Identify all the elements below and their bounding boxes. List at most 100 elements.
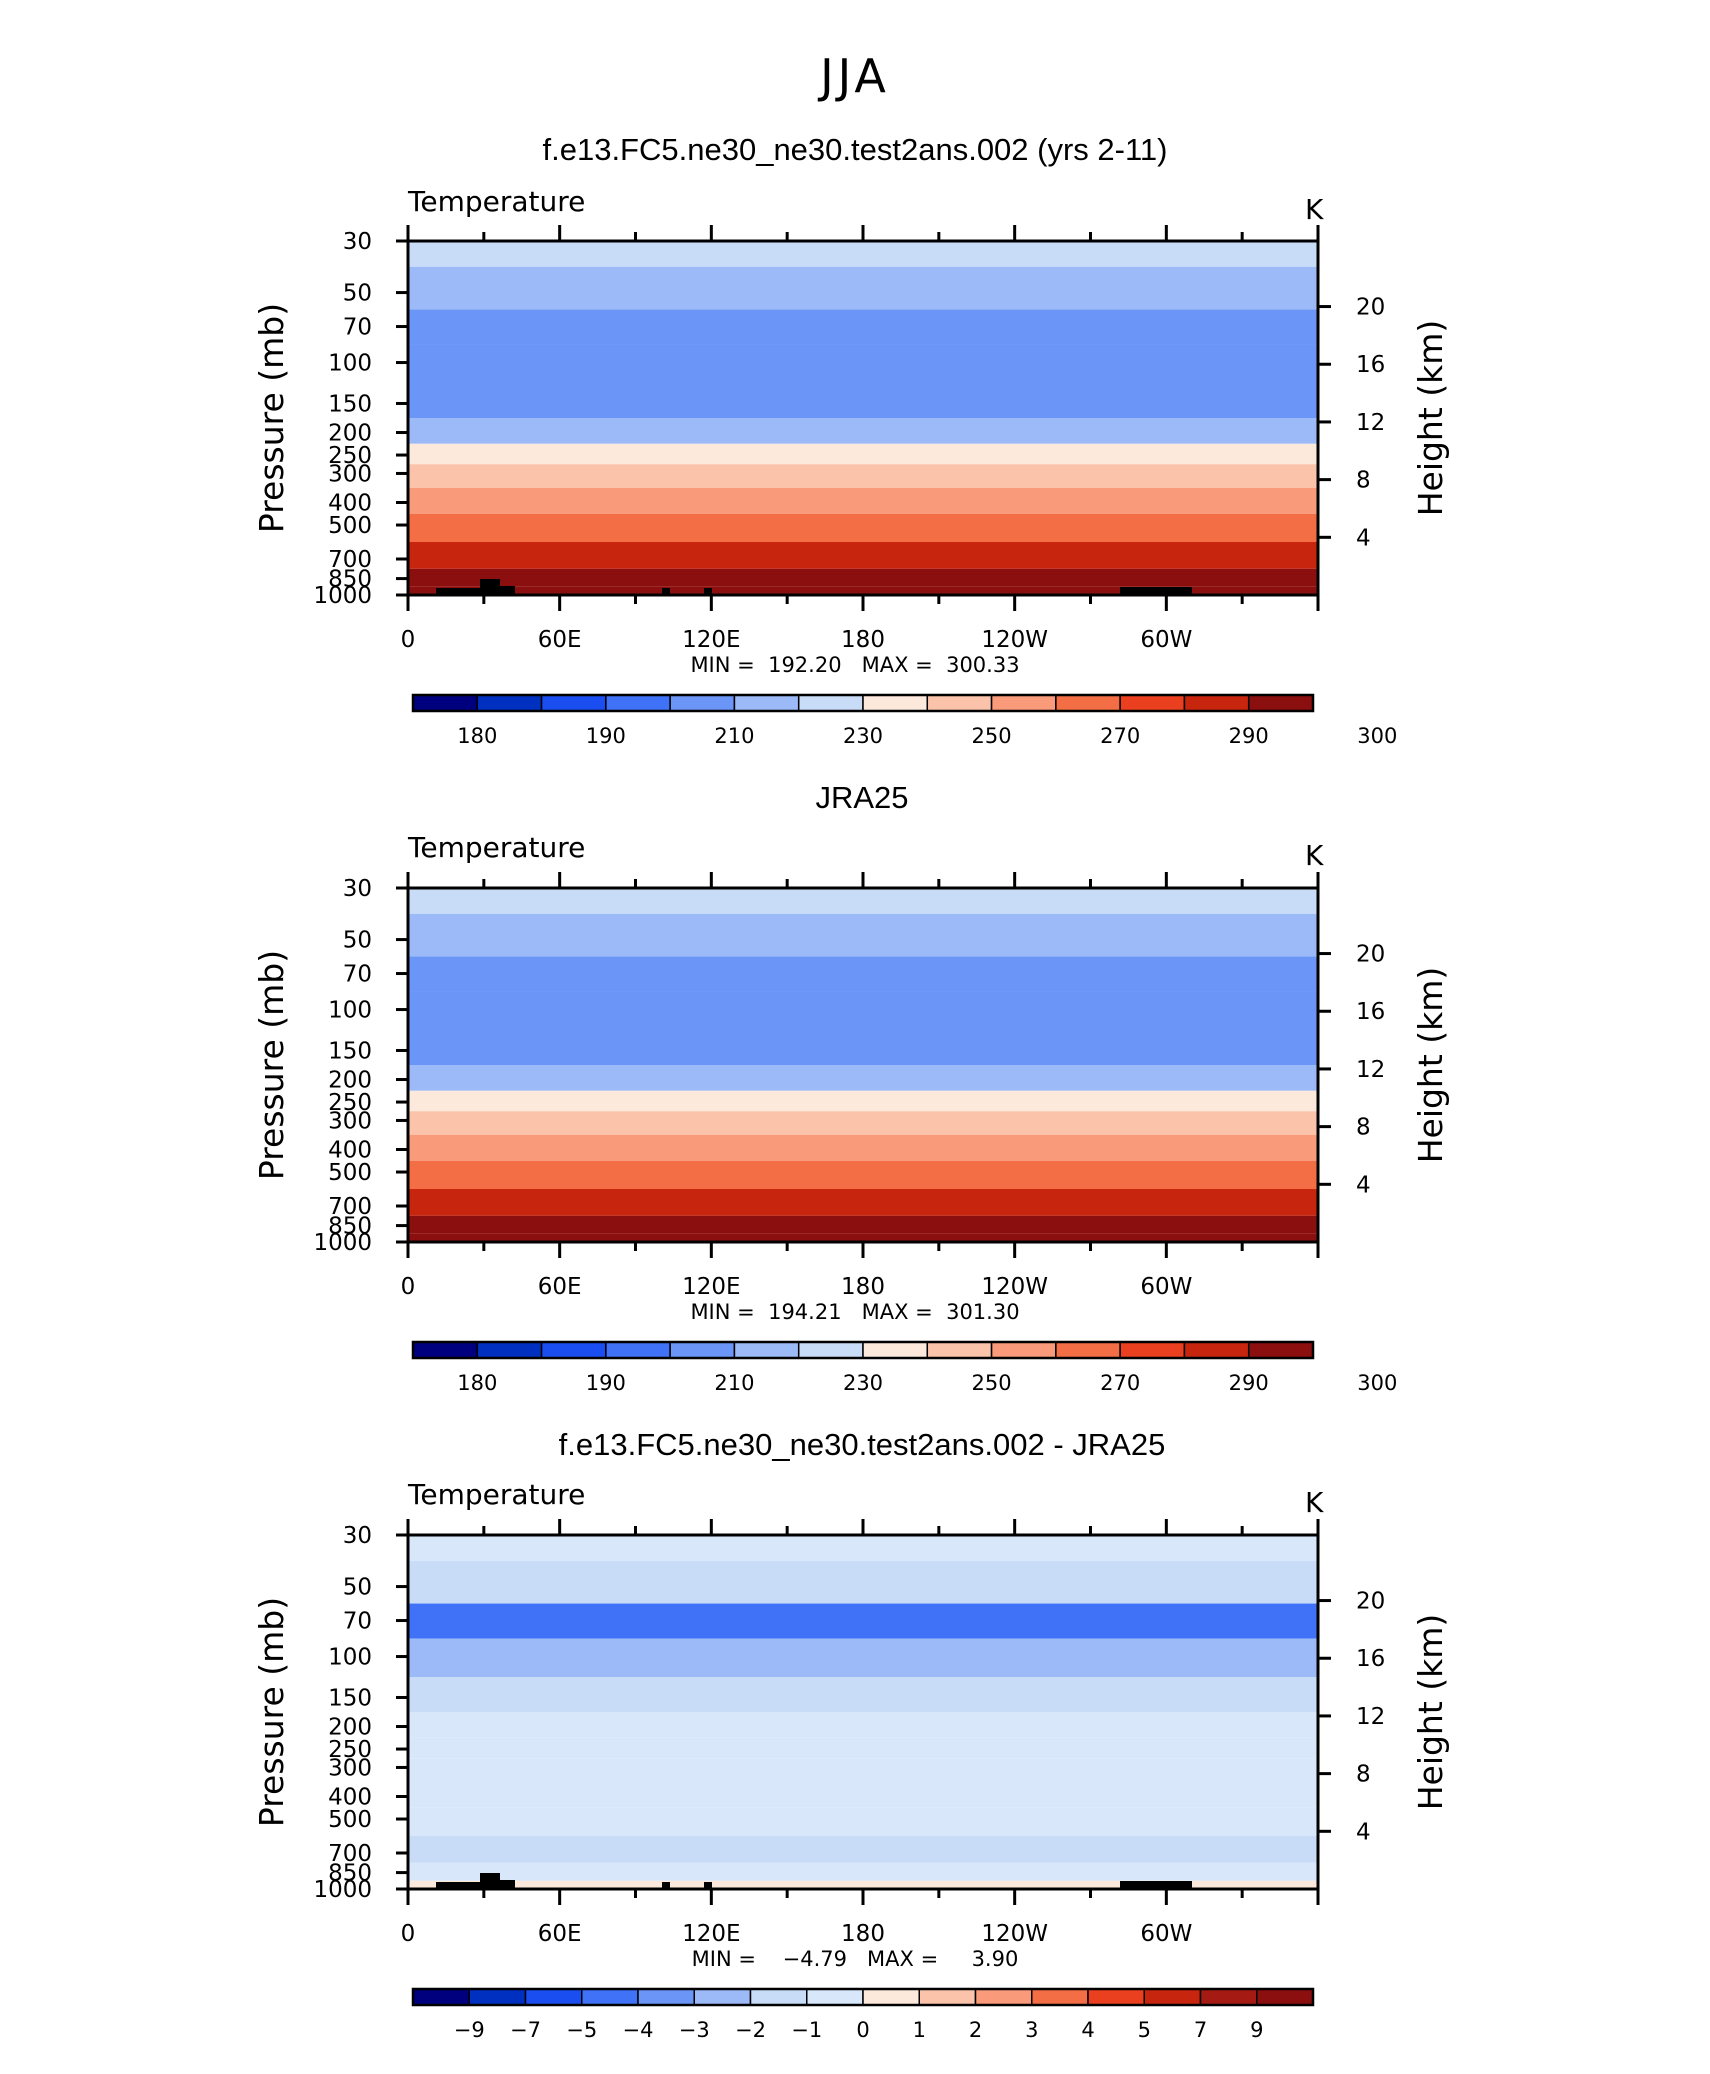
y-tick-label: 100 [328,1645,372,1671]
colorbar-swatch [1199,1988,1258,2006]
level-band-250 [408,1737,1318,1759]
y-tick-label: 70 [343,962,372,988]
level-band-400 [408,1781,1318,1808]
y-tick-label: 700 [328,1841,372,1867]
panel-title: JRA25 [815,780,908,815]
colorbar-swatch [1247,1341,1314,1359]
topography-mask [704,588,712,595]
panel-title: f.e13.FC5.ne30_ne30.test2ans.002 (yrs 2-… [543,132,1168,167]
colorbar-label: 250 [972,724,1012,748]
topography-mask [704,1882,712,1889]
level-band-1000 [408,586,1318,595]
units-label: K [1305,193,1324,226]
x-tick-label: 180 [841,627,885,653]
y-tick-label: 500 [328,1160,372,1186]
y-tick-label: 300 [328,1755,372,1781]
y-tick-label: 850 [328,1214,372,1240]
y-tick-label: 1000 [313,583,372,609]
y-axis-label: Pressure (mb) [252,303,291,533]
level-band-150 [408,1677,1318,1712]
colorbar-label: 290 [1229,724,1269,748]
colorbar: 180 190 210 230 250 270 290 300 [411,693,1397,748]
colorbar-swatch [862,694,929,712]
colorbar-label: −1 [791,2018,822,2042]
topography-mask [436,1882,486,1889]
x-tick-label: 120E [682,627,740,653]
level-band-500 [408,513,1318,543]
colorbar-swatch [862,1341,929,1359]
colorbar-label: 180 [457,1371,497,1395]
panel-reanalysis: JRA25 Temperature K 0 60E 120E 180 120W 60W 30… [252,780,1450,1395]
y-right-tick-label: 16 [1356,1646,1385,1672]
colorbar-swatch [1247,694,1314,712]
colorbar-label: −9 [454,2018,485,2042]
x-tick-label: 0 [401,627,416,653]
level-band-50 [408,1560,1318,1604]
plot-area [408,888,1318,1242]
level-band-1000 [408,1233,1318,1242]
level-band-200 [408,1712,1318,1738]
level-band-150 [408,1030,1318,1065]
colorbar-swatch [605,1341,671,1359]
y-tick-label: 70 [343,315,372,341]
level-band-100 [408,991,1318,1031]
min-max-label: MIN = −4.79 MAX = 3.90 [692,1947,1019,1971]
y-tick-label: 200 [328,421,372,447]
colorbar-label: −4 [623,2018,654,2042]
colorbar-label: 4 [1081,2018,1094,2042]
y-axis-right-label: Height (km) [1411,320,1450,517]
min-max-label: MIN = 194.21 MAX = 301.30 [690,1300,1019,1324]
topography-mask [500,1880,515,1889]
colorbar-label: 3 [1025,2018,1038,2042]
colorbar-label: 270 [1100,1371,1140,1395]
colorbar-label: 9 [1250,2018,1263,2042]
level-band-30 [408,888,1318,914]
y-tick-label: 100 [328,998,372,1024]
level-band-100 [408,1638,1318,1678]
level-band-250 [408,1090,1318,1112]
colorbar-swatch [581,1988,639,2006]
plot-area [408,241,1318,595]
y-tick-label: 200 [328,1715,372,1741]
colorbar-label: 230 [843,724,883,748]
colorbar-swatch [926,694,993,712]
y-tick-label: 400 [328,490,372,516]
min-max-label: MIN = 192.20 MAX = 300.33 [690,653,1019,677]
level-band-300 [408,464,1318,488]
y-tick-label: 1000 [313,1230,372,1256]
colorbar-label: 230 [843,1371,883,1395]
y-tick-label: 30 [343,876,372,902]
level-band-700 [408,1836,1318,1863]
y-tick-label: 850 [328,567,372,593]
y-axis-label: Pressure (mb) [252,950,291,1180]
y-tick-label: 50 [343,928,372,954]
level-band-300 [408,1111,1318,1135]
colorbar-swatch [412,1341,479,1359]
x-tick-label: 0 [401,1274,416,1300]
colorbar-label: −2 [735,2018,766,2042]
colorbar-label: 300 [1357,724,1397,748]
level-band-300 [408,1758,1318,1782]
colorbar-frame [411,1340,1315,1360]
colorbar-swatch [1143,1988,1202,2006]
colorbar-swatch [524,1988,583,2006]
colorbar-frame [411,693,1315,713]
level-band-70 [408,956,1318,992]
colorbar-label: 7 [1194,2018,1207,2042]
y-right-tick-label: 8 [1356,1762,1371,1788]
y-tick-label: 150 [328,1685,372,1711]
topography-mask [480,1873,500,1889]
colorbar-label: 210 [714,1371,754,1395]
y-tick-label: 300 [328,461,372,487]
level-band-70 [408,309,1318,345]
colorbar-label: 0 [856,2018,869,2042]
colorbar-swatch [733,1341,800,1359]
units-label: K [1305,1486,1324,1519]
colorbar-swatch [540,694,607,712]
y-tick-label: 200 [328,1068,372,1094]
y-right-tick-label: 12 [1356,410,1385,436]
x-tick-label: 120E [682,1921,740,1947]
variable-label: Temperature [407,1478,585,1511]
